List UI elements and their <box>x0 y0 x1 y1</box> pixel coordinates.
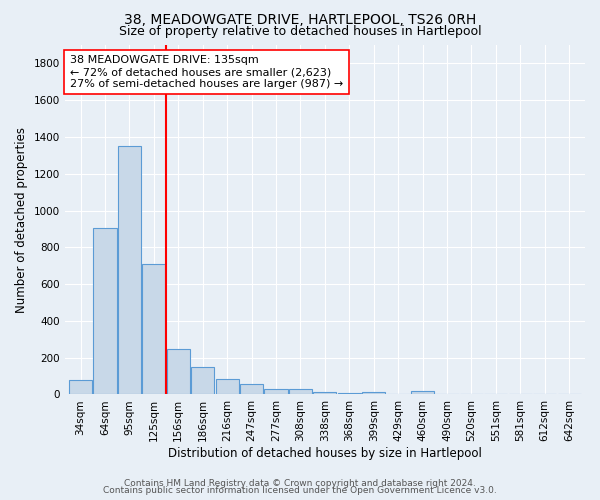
Bar <box>167 350 190 395</box>
Bar <box>240 384 263 394</box>
Text: Size of property relative to detached houses in Hartlepool: Size of property relative to detached ho… <box>119 25 481 38</box>
Bar <box>215 379 239 394</box>
Text: 38 MEADOWGATE DRIVE: 135sqm
← 72% of detached houses are smaller (2,623)
27% of : 38 MEADOWGATE DRIVE: 135sqm ← 72% of det… <box>70 56 343 88</box>
Bar <box>411 391 434 394</box>
Bar <box>94 228 116 394</box>
Bar <box>265 389 287 394</box>
Bar <box>289 390 312 394</box>
Y-axis label: Number of detached properties: Number of detached properties <box>15 126 28 312</box>
Bar <box>142 264 166 394</box>
Bar <box>69 380 92 394</box>
Text: 38, MEADOWGATE DRIVE, HARTLEPOOL, TS26 0RH: 38, MEADOWGATE DRIVE, HARTLEPOOL, TS26 0… <box>124 12 476 26</box>
Bar <box>191 367 214 394</box>
Bar <box>362 392 385 394</box>
Bar <box>338 393 361 394</box>
Text: Contains HM Land Registry data © Crown copyright and database right 2024.: Contains HM Land Registry data © Crown c… <box>124 478 476 488</box>
Bar <box>118 146 141 394</box>
Text: Contains public sector information licensed under the Open Government Licence v3: Contains public sector information licen… <box>103 486 497 495</box>
Bar <box>313 392 337 394</box>
X-axis label: Distribution of detached houses by size in Hartlepool: Distribution of detached houses by size … <box>168 447 482 460</box>
